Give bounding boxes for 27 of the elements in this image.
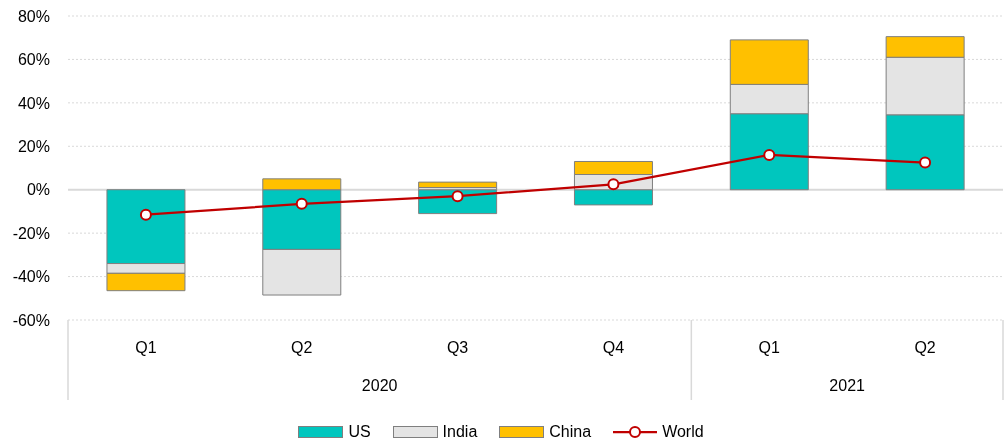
point	[763, 148, 776, 161]
text: 2021	[829, 377, 866, 394]
point	[919, 156, 932, 169]
y-tick-label: 40%	[17, 94, 50, 112]
point	[139, 208, 152, 221]
y-tick-label: 0%	[26, 181, 50, 199]
y-tick-label: 80%	[17, 7, 50, 25]
legend-label: World	[662, 423, 704, 441]
legend-label: US	[348, 423, 371, 441]
x-tick-label: Q1	[135, 339, 157, 357]
y-tick-label: 20%	[17, 137, 50, 155]
point	[607, 178, 620, 191]
legend-label: India	[442, 423, 478, 441]
bar	[418, 181, 498, 189]
y-tick-label: -20%	[12, 224, 50, 242]
y-tick-label: -40%	[12, 268, 50, 286]
text: 2020	[361, 377, 398, 394]
x-tick-label: Q4	[602, 339, 625, 357]
x-tick-label: Q2	[291, 339, 313, 357]
x-tick-label: Q2	[914, 339, 936, 357]
legend-label: China	[549, 423, 592, 441]
y-tick-label: 60%	[17, 51, 50, 69]
point	[451, 190, 464, 203]
y-tick-label: -60%	[12, 311, 50, 329]
x-tick-label: Q1	[758, 339, 781, 357]
x-tick-label: Q3	[446, 339, 469, 357]
point	[295, 197, 308, 210]
